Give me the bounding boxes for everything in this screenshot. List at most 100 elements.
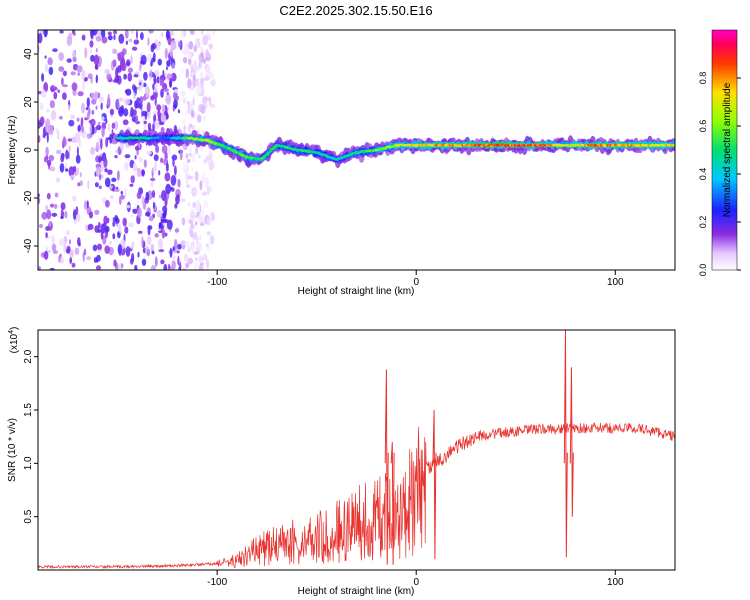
- noise-blob: [87, 223, 94, 230]
- noise-blob: [43, 156, 49, 163]
- noise-blob: [145, 211, 151, 217]
- noise-blob: [77, 213, 81, 222]
- noise-blob: [97, 92, 101, 99]
- noise-blob: [38, 197, 41, 204]
- noise-blob: [45, 205, 49, 211]
- noise-blob: [71, 195, 77, 202]
- noise-blob: [137, 207, 142, 219]
- noise-blob: [66, 245, 71, 253]
- noise-blob: [203, 159, 207, 164]
- noise-blob: [60, 216, 64, 219]
- noise-blob: [104, 68, 110, 75]
- noise-blob: [182, 162, 188, 172]
- noise-blob: [40, 102, 44, 111]
- noise-blob: [112, 59, 117, 68]
- noise-blob: [177, 178, 181, 188]
- snr-scale-label: (x104): [8, 327, 20, 354]
- noise-blob: [127, 67, 133, 73]
- noise-blob: [115, 149, 118, 154]
- noise-blob: [120, 190, 124, 195]
- noise-blob: [147, 53, 153, 63]
- noise-blob: [49, 166, 56, 172]
- noise-blob: [47, 57, 53, 66]
- noise-blob: [209, 103, 216, 108]
- noise-blob: [46, 108, 50, 113]
- noise-blob: [201, 77, 207, 81]
- noise-blob: [103, 157, 108, 168]
- noise-blob: [199, 216, 204, 224]
- noise-blob: [133, 74, 139, 78]
- noise-blob: [107, 31, 112, 36]
- noise-blob: [130, 245, 135, 249]
- noise-blob: [41, 73, 45, 82]
- noise-blob: [71, 82, 78, 92]
- noise-blob: [79, 180, 84, 187]
- noise-blob: [105, 137, 109, 148]
- figure-title: C2E2.2025.302.15.50.E16: [279, 3, 432, 18]
- x-tick-label: 100: [607, 277, 624, 288]
- noise-blob: [59, 30, 64, 34]
- noise-blob: [112, 48, 118, 54]
- noise-blob: [121, 263, 124, 269]
- noise-blob: [197, 154, 201, 159]
- noise-blob: [83, 248, 87, 256]
- noise-blob: [118, 97, 124, 102]
- noise-blob: [106, 73, 112, 81]
- noise-blob: [81, 102, 85, 114]
- noise-blob: [59, 115, 63, 120]
- noise-blob: [193, 251, 198, 255]
- noise-blob: [192, 202, 197, 209]
- noise-blob: [95, 74, 99, 84]
- noise-blob: [151, 250, 155, 255]
- noise-blob: [129, 183, 134, 187]
- noise-blob: [89, 125, 93, 134]
- noise-blob: [76, 117, 80, 122]
- noise-blob: [193, 74, 196, 81]
- noise-blob: [88, 120, 93, 124]
- noise-blob: [80, 117, 84, 127]
- spectrogram-y-label: Frequency (Hz): [7, 116, 18, 185]
- noise-blob: [196, 211, 200, 217]
- noise-blob: [181, 119, 186, 123]
- noise-blob: [164, 172, 171, 182]
- snr-spike: [384, 369, 389, 565]
- noise-blob: [209, 235, 215, 245]
- noise-blob: [107, 123, 111, 132]
- noise-blob: [174, 88, 178, 94]
- snr-spike: [390, 441, 395, 565]
- noise-blob: [100, 138, 103, 150]
- noise-blob: [47, 124, 52, 135]
- noise-blob: [100, 231, 104, 240]
- noise-blob: [173, 99, 178, 109]
- noise-blob: [145, 85, 150, 96]
- noise-blob: [160, 88, 164, 98]
- noise-blob: [98, 156, 101, 163]
- noise-blob: [53, 203, 58, 209]
- noise-blob: [147, 37, 150, 47]
- noise-blob: [170, 72, 177, 82]
- noise-blob: [156, 210, 163, 218]
- noise-blob: [102, 235, 107, 245]
- noise-blob: [162, 205, 168, 213]
- noise-blob: [136, 191, 142, 200]
- noise-blob: [156, 76, 160, 84]
- noise-blob: [205, 177, 209, 189]
- noise-blob: [174, 165, 177, 176]
- noise-blob: [61, 77, 64, 86]
- noise-blob: [114, 75, 120, 83]
- noise-blob: [48, 154, 55, 162]
- noise-blob: [63, 70, 67, 77]
- noise-blob: [180, 30, 184, 40]
- noise-blob: [79, 172, 82, 178]
- noise-blob: [165, 183, 172, 195]
- noise-blob: [208, 96, 212, 107]
- noise-blob: [113, 259, 117, 267]
- noise-blob: [206, 244, 211, 253]
- noise-blob: [193, 45, 197, 53]
- noise-blob: [46, 159, 52, 167]
- snr-panel: -100 0 100 0.5 1.0 1.5 2.0 (x104) Height of s…: [7, 327, 676, 597]
- noise-blob: [197, 114, 202, 123]
- noise-blob: [51, 243, 57, 252]
- noise-blob: [124, 161, 129, 171]
- noise-blob: [184, 253, 189, 262]
